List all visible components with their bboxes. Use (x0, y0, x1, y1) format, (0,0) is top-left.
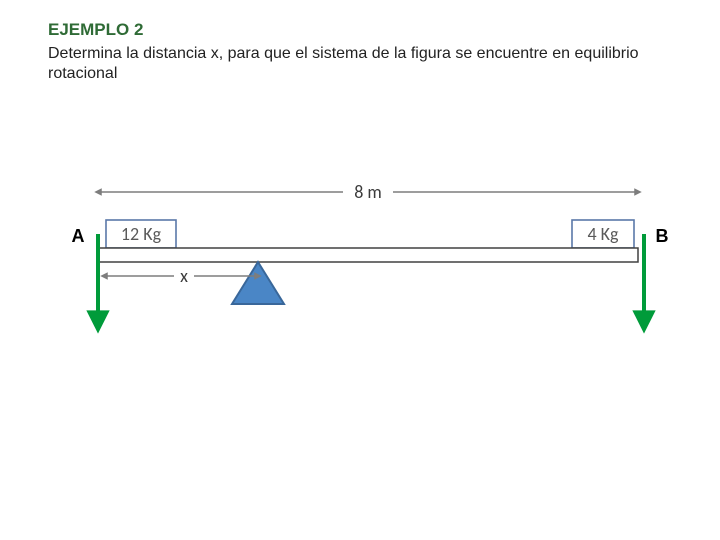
dimension-total-length: 8 m (98, 181, 638, 203)
point-b-label: B (656, 226, 669, 246)
problem-description: Determina la distancia x, para que el si… (48, 44, 648, 85)
beam (98, 248, 638, 262)
fulcrum-icon (232, 262, 284, 304)
mass-b-box: 4 Kg (572, 220, 634, 248)
mass-a-box: 12 Kg (106, 220, 176, 248)
example-heading: EJEMPLO 2 (48, 20, 143, 40)
page-root: EJEMPLO 2 Determina la distancia x, para… (0, 0, 720, 540)
x-distance-label: x (180, 265, 188, 287)
lever-diagram: 8 m 12 Kg 4 Kg A B (48, 170, 688, 370)
total-length-label: 8 m (354, 181, 382, 203)
point-a-label: A (72, 226, 85, 246)
dimension-x: x (104, 265, 258, 287)
mass-b-label: 4 Kg (587, 223, 619, 245)
diagram-svg: 8 m 12 Kg 4 Kg A B (48, 170, 688, 370)
mass-a-label: 12 Kg (121, 223, 162, 245)
